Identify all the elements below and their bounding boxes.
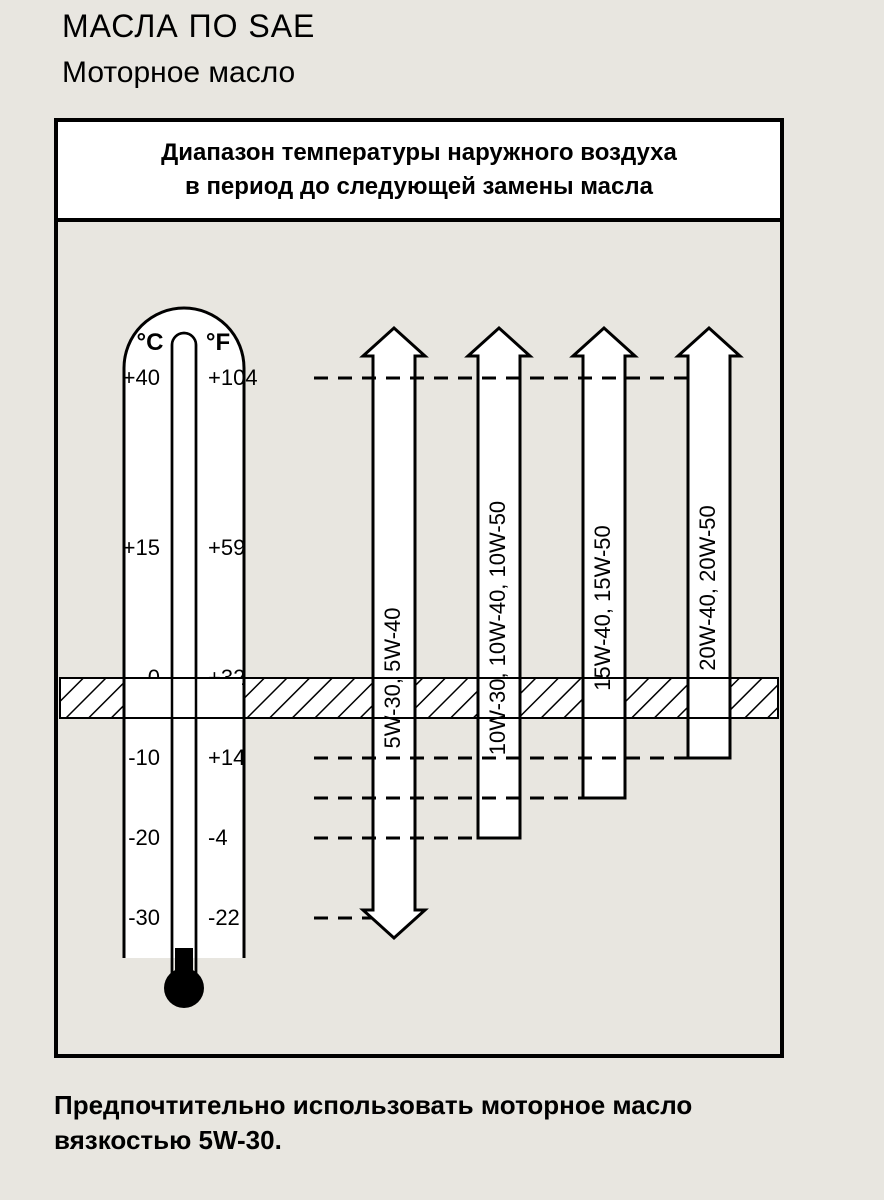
title-sae: МАСЛА ПО SAE (62, 8, 315, 45)
svg-text:-4: -4 (208, 825, 228, 850)
svg-text:Диапазон температуры наружного: Диапазон температуры наружного воздуха (161, 139, 677, 166)
svg-text:+59: +59 (208, 535, 245, 560)
svg-text:°F: °F (206, 329, 230, 356)
svg-text:-30: -30 (128, 905, 160, 930)
svg-text:°C: °C (137, 329, 164, 356)
svg-text:-20: -20 (128, 825, 160, 850)
svg-text:15W-40, 15W-50: 15W-40, 15W-50 (590, 525, 615, 691)
svg-text:+14: +14 (208, 745, 245, 770)
svg-text:в период до следующей замены м: в период до следующей замены масла (185, 173, 654, 200)
svg-text:-10: -10 (128, 745, 160, 770)
svg-text:+40: +40 (123, 365, 160, 390)
svg-text:+104: +104 (208, 365, 258, 390)
svg-text:20W-40, 20W-50: 20W-40, 20W-50 (695, 505, 720, 671)
viscosity-diagram: Диапазон температуры наружного воздуха в … (54, 118, 784, 1058)
footer-recommendation: Предпочтительно использовать моторное ма… (54, 1088, 794, 1158)
svg-text:+15: +15 (123, 535, 160, 560)
title-motor-oil: Моторное масло (62, 56, 295, 90)
svg-text:-22: -22 (208, 905, 240, 930)
page: МАСЛА ПО SAE Моторное масло Диапазон тем… (0, 0, 884, 1200)
